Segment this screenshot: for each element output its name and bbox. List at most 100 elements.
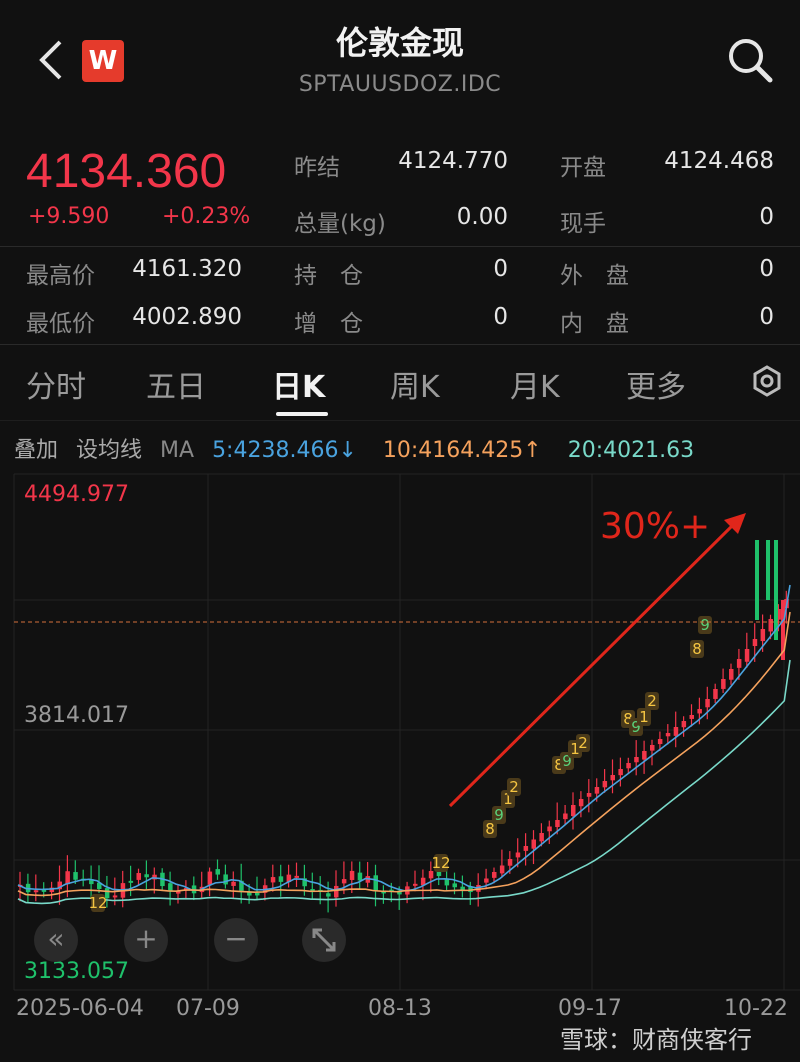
zoom-out-button[interactable]: − bbox=[214, 918, 258, 962]
oi-change-label: 增 仓 bbox=[294, 311, 363, 337]
ma5-value: 5:4238.466↓ bbox=[212, 438, 357, 463]
count-marker: 12 bbox=[431, 854, 450, 872]
candle-body bbox=[713, 689, 718, 699]
candle-body bbox=[492, 872, 497, 878]
volume-value: 0.00 bbox=[456, 204, 508, 230]
outer-volume-label: 外 盘 bbox=[560, 263, 629, 289]
candle-body bbox=[499, 865, 505, 874]
count-marker: 8 bbox=[623, 710, 633, 728]
count-marker: 12 bbox=[88, 894, 107, 912]
candle-body bbox=[539, 833, 544, 842]
active-tab-indicator bbox=[276, 412, 328, 416]
candle-body bbox=[310, 889, 315, 892]
overlay-button[interactable]: 叠加 bbox=[14, 438, 59, 463]
candle-body bbox=[49, 887, 55, 893]
zoom-in-button[interactable]: + bbox=[124, 918, 168, 962]
candle-body bbox=[705, 699, 710, 708]
open-interest-label: 持 仓 bbox=[294, 263, 363, 289]
candle-body bbox=[626, 763, 631, 769]
candle-body bbox=[697, 709, 702, 714]
candle-body bbox=[247, 891, 252, 896]
low-value: 4002.890 bbox=[132, 304, 242, 330]
candle-body bbox=[721, 679, 726, 689]
candle-body bbox=[452, 883, 457, 888]
rewind-button[interactable]: « bbox=[34, 918, 78, 962]
tab-intraday[interactable]: 分时 bbox=[26, 370, 86, 405]
candle-body bbox=[744, 649, 750, 662]
candle-body bbox=[752, 639, 758, 647]
current-hand-value: 0 bbox=[759, 204, 774, 230]
candle-body bbox=[420, 877, 426, 886]
candle-body bbox=[650, 745, 655, 751]
candle-body bbox=[334, 885, 339, 898]
candle-body bbox=[168, 883, 173, 892]
inner-volume-label: 内 盘 bbox=[560, 311, 629, 337]
candle-body bbox=[207, 871, 213, 885]
last-price: 4134.360 bbox=[26, 145, 227, 198]
search-icon[interactable] bbox=[724, 34, 778, 88]
settings-icon[interactable] bbox=[750, 364, 784, 398]
candle-body bbox=[476, 885, 481, 892]
open-label: 开盘 bbox=[560, 155, 606, 181]
candle-body bbox=[618, 769, 623, 776]
count-marker-bg bbox=[645, 692, 659, 710]
count-marker: 9 bbox=[494, 806, 504, 824]
candle-body bbox=[547, 826, 552, 832]
tab-five-day[interactable]: 五日 bbox=[146, 370, 206, 405]
count-marker: 2 bbox=[647, 692, 657, 710]
candle-body bbox=[294, 875, 299, 878]
y-top-label: 4494.977 bbox=[24, 482, 129, 507]
outer-volume-value: 0 bbox=[759, 256, 774, 282]
count-marker: 9 bbox=[700, 616, 710, 634]
candle-body bbox=[515, 852, 521, 858]
candle-body bbox=[428, 870, 434, 879]
high-value: 4161.320 bbox=[132, 256, 242, 282]
fullscreen-icon[interactable] bbox=[302, 918, 346, 962]
candle-body bbox=[112, 895, 118, 898]
candle-body bbox=[183, 888, 189, 891]
tab-more[interactable]: 更多 bbox=[626, 370, 686, 405]
tab-daily-k[interactable]: 日K bbox=[272, 370, 326, 405]
candle-body bbox=[766, 540, 770, 600]
candle-body bbox=[657, 739, 663, 745]
set-ma-button[interactable]: 设均线 bbox=[76, 438, 143, 463]
volume-label: 总量(kg) bbox=[294, 211, 386, 237]
candle-body bbox=[349, 870, 355, 880]
candle-body bbox=[523, 846, 529, 851]
candle-body bbox=[97, 882, 102, 889]
ma5-line bbox=[17, 584, 791, 892]
count-marker-bg bbox=[690, 640, 704, 658]
ma10-line bbox=[17, 611, 791, 897]
count-marker: 2 bbox=[509, 778, 519, 796]
candle-body bbox=[444, 878, 450, 886]
count-marker: 9 bbox=[562, 752, 572, 770]
x-tick-label: 2025-06-04 bbox=[16, 996, 144, 1021]
back-arrow-icon[interactable] bbox=[30, 36, 70, 84]
candle-body bbox=[665, 733, 671, 737]
candle-body bbox=[270, 877, 276, 883]
candle-body bbox=[128, 880, 134, 883]
oi-change-value: 0 bbox=[493, 304, 508, 330]
candle-body bbox=[563, 813, 568, 820]
candle-body bbox=[781, 600, 785, 660]
ma-indicator-row: 叠加 设均线 MA 5:4238.466↓ 10:4164.425↑ 20:4021.63 bbox=[14, 432, 700, 464]
candle-body bbox=[341, 879, 347, 884]
count-marker-bg bbox=[507, 778, 521, 796]
x-tick-label: 09-17 bbox=[558, 996, 622, 1021]
candle-body bbox=[776, 609, 781, 620]
current-hand-label: 现手 bbox=[560, 211, 606, 237]
tab-weekly-k[interactable]: 周K bbox=[390, 370, 440, 405]
page-title: 伦敦金现 bbox=[335, 24, 464, 62]
candle-body bbox=[736, 659, 742, 668]
candle-body bbox=[239, 880, 244, 891]
candle-body bbox=[57, 881, 62, 890]
ma-label: MA bbox=[160, 438, 195, 463]
tab-monthly-k[interactable]: 月K bbox=[510, 370, 560, 405]
symbol-code: SPTAUUSDOZ.IDC bbox=[298, 72, 502, 97]
count-marker-bg bbox=[492, 806, 506, 824]
candle-body bbox=[255, 892, 260, 896]
inner-volume-value: 0 bbox=[759, 304, 774, 330]
candle-body bbox=[673, 727, 679, 736]
